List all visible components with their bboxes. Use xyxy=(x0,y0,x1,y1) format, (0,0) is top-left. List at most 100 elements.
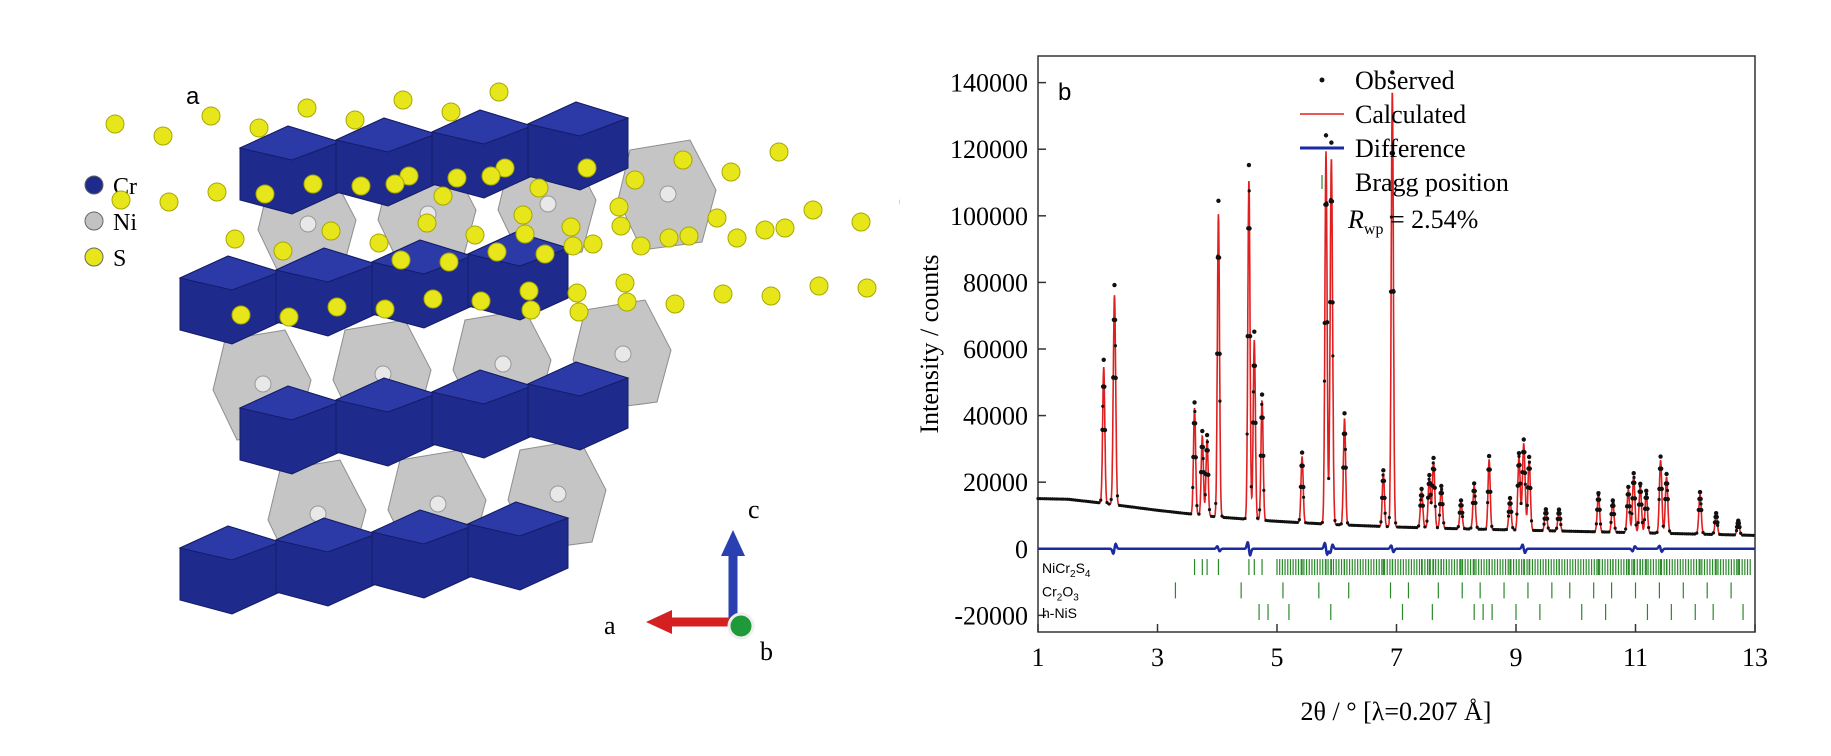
observed-point xyxy=(1345,521,1350,525)
observed-point xyxy=(1610,498,1615,503)
observed-point xyxy=(1698,496,1703,502)
observed-point xyxy=(1645,506,1650,512)
observed-point xyxy=(1472,488,1477,494)
observed-point xyxy=(1301,484,1306,490)
observed-point xyxy=(1342,431,1348,437)
sulfur-atom xyxy=(851,212,871,232)
observed-point xyxy=(1638,489,1644,494)
observed-point xyxy=(1301,495,1306,499)
observed-point xyxy=(1243,516,1247,521)
sulfur-atom xyxy=(775,218,795,238)
axis-triad: c a b xyxy=(604,495,773,666)
observed-point xyxy=(1640,520,1644,525)
observed-point xyxy=(1200,444,1206,450)
observed-point xyxy=(1423,525,1427,529)
observed-point xyxy=(1389,215,1394,219)
observed-point xyxy=(1440,487,1444,491)
observed-point xyxy=(1387,515,1391,520)
observed-point xyxy=(1517,454,1521,458)
observed-point xyxy=(1504,527,1509,532)
sulfur-atom xyxy=(515,224,535,244)
observed-point xyxy=(1382,495,1387,501)
sulfur-atom xyxy=(385,174,405,194)
sulfur-atom xyxy=(519,281,539,301)
observed-point xyxy=(1624,527,1628,531)
ni-atom xyxy=(429,495,447,513)
observed-point xyxy=(1469,526,1473,530)
observed-point xyxy=(1737,524,1742,530)
observed-point xyxy=(1632,475,1636,480)
observed-point xyxy=(1262,488,1266,492)
observed-point xyxy=(1102,427,1108,433)
observed-point xyxy=(1557,511,1562,516)
sulfur-atom xyxy=(231,305,251,325)
sulfur-atom xyxy=(569,302,589,322)
legend-label: Bragg position xyxy=(1355,168,1509,197)
sulfur-atom xyxy=(327,297,347,317)
y-tick-label: 60000 xyxy=(963,335,1028,364)
observed-point xyxy=(1715,520,1720,525)
observed-point xyxy=(1527,460,1532,464)
sulfur-atom xyxy=(755,220,775,240)
cr-octahedron-top xyxy=(526,361,630,397)
sulfur-atom xyxy=(659,228,679,248)
observed-point xyxy=(1644,492,1649,496)
cr-octahedron-top xyxy=(526,101,630,137)
sulfur-atom xyxy=(803,200,823,220)
observed-point xyxy=(1525,503,1529,507)
ni-atom xyxy=(549,485,567,503)
observed-point xyxy=(1528,485,1533,491)
observed-point xyxy=(1627,504,1632,509)
observed-point xyxy=(1647,525,1651,530)
bragg-phase-label: h-NiS xyxy=(1042,605,1077,621)
observed-point xyxy=(1483,527,1488,531)
sulfur-atom xyxy=(447,168,467,188)
observed-point xyxy=(1667,529,1672,533)
observed-point xyxy=(1097,501,1101,505)
observed-point xyxy=(1630,512,1634,516)
observed-point xyxy=(1253,420,1258,426)
observed-point xyxy=(1523,482,1527,486)
observed-point xyxy=(1115,494,1120,498)
y-tick-label: 0 xyxy=(1015,535,1028,564)
observed-point xyxy=(1299,450,1305,455)
observed-point xyxy=(1522,470,1528,476)
sulfur-atom xyxy=(153,126,173,146)
observed-point xyxy=(1427,472,1432,478)
observed-point xyxy=(1429,501,1433,505)
observed-point xyxy=(1439,490,1445,496)
observed-point xyxy=(1343,465,1348,470)
observed-point xyxy=(1428,492,1433,498)
observed-point xyxy=(1699,502,1703,506)
observed-point xyxy=(1638,481,1643,486)
observed-point xyxy=(1435,526,1440,530)
difference-series-line xyxy=(1038,541,1755,557)
observed-point xyxy=(1191,485,1195,490)
observed-point xyxy=(1611,511,1617,517)
sulfur-atom xyxy=(111,190,131,210)
observed-point xyxy=(1529,519,1534,523)
observed-point xyxy=(1247,189,1251,193)
observed-point xyxy=(1205,448,1210,453)
observed-point xyxy=(1507,495,1513,501)
observed-point xyxy=(1212,514,1216,519)
structure-panel-label: a xyxy=(186,83,200,110)
observed-point xyxy=(1711,531,1716,535)
observed-point xyxy=(1431,467,1437,472)
observed-point xyxy=(1558,516,1563,522)
sulfur-atom xyxy=(631,236,651,256)
observed-point xyxy=(1204,432,1210,438)
observed-point xyxy=(1508,501,1513,506)
observed-point xyxy=(1433,504,1437,508)
observed-point xyxy=(1460,510,1465,515)
sulfur-atom xyxy=(809,276,829,296)
observed-point xyxy=(1112,317,1118,323)
sulfur-atom xyxy=(345,110,365,130)
observed-point xyxy=(1342,411,1347,416)
observed-point xyxy=(1519,501,1523,506)
observed-point xyxy=(1644,495,1650,500)
ni-atom xyxy=(539,195,557,213)
sulfur-atom xyxy=(769,142,789,162)
bragg-phase-label: NiCr2S4 xyxy=(1042,560,1091,580)
observed-point xyxy=(1506,514,1511,518)
